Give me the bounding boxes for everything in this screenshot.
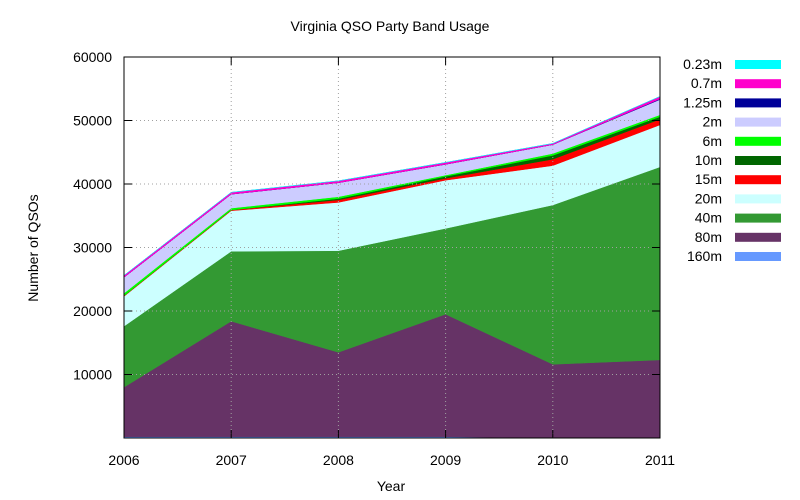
legend-item-0-7m: 0.7m <box>691 75 781 91</box>
legend-item-0-23m: 0.23m <box>683 56 781 72</box>
legend-item-2m: 2m <box>703 114 781 130</box>
legend: 0.23m 0.7m 1.25m 2m 6m 10m 15m 20m 40m 80m 160m <box>683 56 781 264</box>
legend-item-1-25m: 1.25m <box>683 94 781 110</box>
legend-label: 0.7m <box>691 75 722 91</box>
legend-label: 40m <box>695 210 722 226</box>
legend-label: 1.25m <box>683 94 722 110</box>
legend-label: 2m <box>703 114 722 130</box>
y-tick-label: 50000 <box>73 113 112 129</box>
x-tick-label: 2010 <box>537 452 568 468</box>
y-tick-label: 30000 <box>73 240 112 256</box>
legend-item-15m: 15m <box>695 171 781 187</box>
legend-swatch <box>735 194 781 204</box>
x-tick-label: 2008 <box>323 452 354 468</box>
legend-item-40m: 40m <box>695 210 781 226</box>
y-tick-layer: 10000 20000 30000 40000 50000 60000 <box>73 49 660 383</box>
legend-swatch <box>735 136 781 146</box>
legend-item-160m: 160m <box>687 248 781 264</box>
legend-item-6m: 6m <box>703 133 781 149</box>
y-tick-label: 60000 <box>73 49 112 65</box>
legend-swatch <box>735 60 781 69</box>
legend-swatch <box>735 175 781 185</box>
legend-swatch <box>735 252 781 261</box>
legend-label: 10m <box>695 152 722 168</box>
x-tick-label: 2006 <box>108 452 139 468</box>
area-layer <box>123 96 661 439</box>
legend-item-80m: 80m <box>695 229 781 245</box>
legend-swatch <box>735 232 781 242</box>
legend-label: 6m <box>703 133 722 149</box>
y-tick-label: 40000 <box>73 176 112 192</box>
legend-item-10m: 10m <box>695 152 781 168</box>
x-tick-label: 2011 <box>645 452 675 468</box>
legend-swatch <box>735 117 781 127</box>
legend-label: 20m <box>695 190 722 206</box>
legend-swatch <box>735 156 781 165</box>
legend-label: 15m <box>695 171 722 187</box>
legend-item-20m: 20m <box>695 190 781 206</box>
legend-swatch <box>735 98 781 108</box>
x-tick-label: 2007 <box>216 452 247 468</box>
legend-label: 80m <box>695 229 722 245</box>
y-tick-label: 20000 <box>73 303 112 319</box>
legend-swatch <box>735 79 781 89</box>
grid-layer <box>124 57 660 438</box>
legend-label: 160m <box>687 248 722 264</box>
x-axis-label: Year <box>377 478 406 494</box>
legend-swatch <box>735 213 781 223</box>
legend-label: 0.23m <box>683 56 722 72</box>
y-tick-label: 10000 <box>73 367 112 383</box>
chart-title: Virginia QSO Party Band Usage <box>291 18 490 34</box>
y-axis-label: Number of QSOs <box>25 194 41 301</box>
x-tick-layer: 2006 2007 2008 2009 2010 2011 <box>108 57 675 468</box>
x-tick-label: 2009 <box>430 452 461 468</box>
